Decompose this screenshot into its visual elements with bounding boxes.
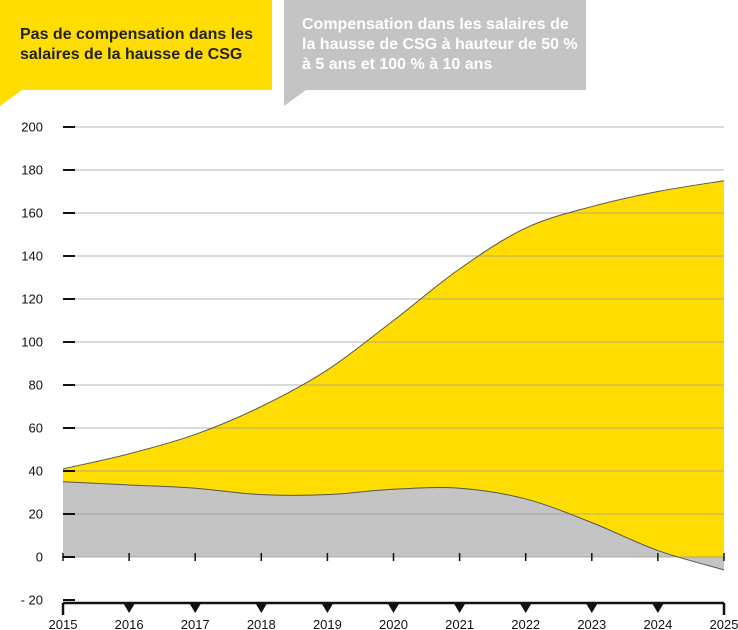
legend-gray-label: Compensation dans les salaires de la hau… (302, 16, 578, 73)
y-tick-label: 200 (21, 120, 43, 135)
legend-gray-box: Compensation dans les salaires de la hau… (284, 0, 586, 90)
x-tick-label: 2022 (511, 617, 540, 630)
series-area-no-compensation (63, 180, 724, 557)
x-tick-label: 2025 (710, 617, 738, 630)
x-tick-label: 2021 (445, 617, 474, 630)
y-tick-label: 60 (29, 421, 43, 436)
y-tick-label: 100 (21, 335, 43, 350)
legend-gray-pointer (284, 90, 306, 106)
y-tick-label: 40 (29, 464, 43, 479)
x-axis-marker (255, 603, 268, 613)
series-area-compensation (63, 481, 724, 570)
x-axis-marker (453, 603, 466, 613)
legend-yellow-label: Pas de compensation dans les salaires de… (20, 26, 253, 63)
y-tick-label: 160 (21, 206, 43, 221)
y-tick-label: 0 (36, 550, 43, 565)
x-tick-label: 2016 (115, 617, 144, 630)
x-axis-marker (123, 603, 136, 613)
x-axis-marker (519, 603, 532, 613)
y-tick-label: 120 (21, 292, 43, 307)
y-tick-label: - 20 (21, 593, 43, 608)
y-tick-label: 180 (21, 163, 43, 178)
y-tick-label: 20 (29, 507, 43, 522)
series-line-no-compensation (62, 180, 725, 470)
x-tick-label: 2024 (643, 617, 672, 630)
x-tick-label: 2017 (181, 617, 210, 630)
series-line-compensation (62, 481, 725, 571)
x-tick-label: 2019 (313, 617, 342, 630)
x-tick-label: 2020 (379, 617, 408, 630)
x-axis-marker (651, 603, 664, 613)
x-axis-marker (387, 603, 400, 613)
x-tick-label: 2015 (49, 617, 78, 630)
y-tick-label: 80 (29, 378, 43, 393)
x-axis-marker (585, 603, 598, 613)
x-axis-marker (189, 603, 202, 613)
x-tick-label: 2018 (247, 617, 276, 630)
legend-yellow-pointer (0, 90, 22, 106)
legend-yellow-box: Pas de compensation dans les salaires de… (0, 0, 272, 90)
y-tick-label: 140 (21, 249, 43, 264)
x-tick-label: 2023 (577, 617, 606, 630)
x-axis-marker (321, 603, 334, 613)
